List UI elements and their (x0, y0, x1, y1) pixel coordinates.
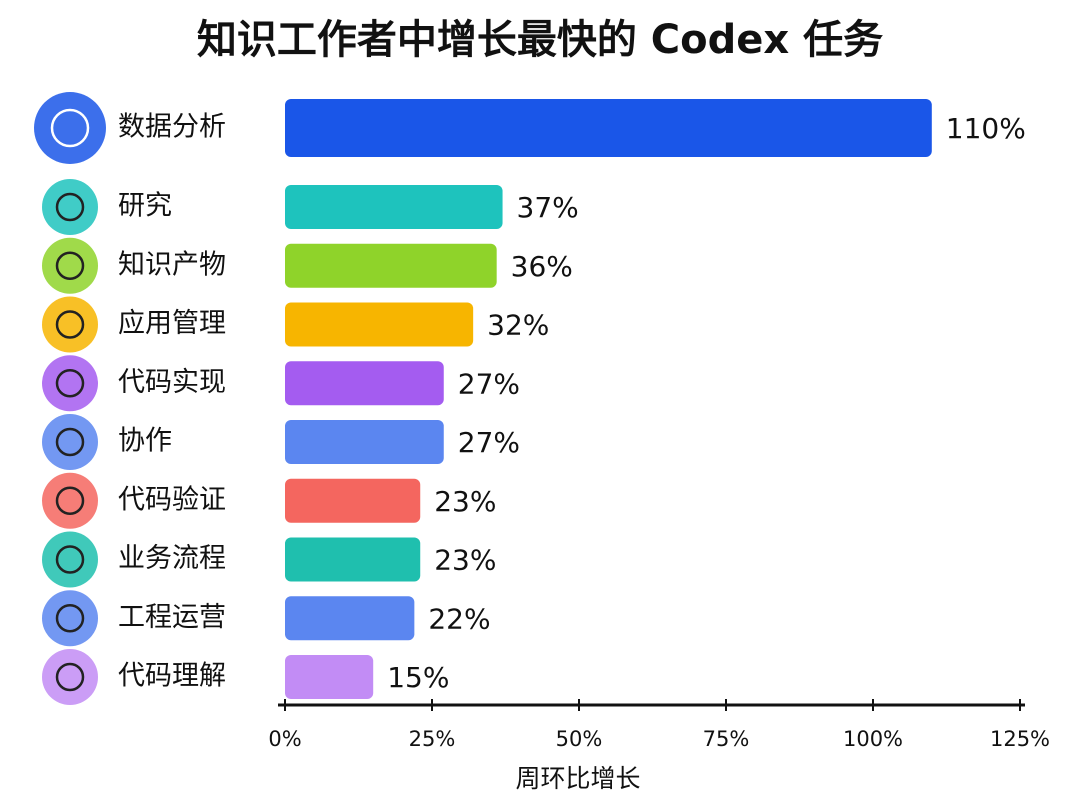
x-tick-label: 75% (703, 727, 750, 751)
value-label: 37% (517, 191, 579, 224)
category-label: 业务流程 (118, 543, 226, 574)
value-label: 36% (511, 250, 573, 283)
x-tick-label: 50% (556, 727, 603, 751)
value-label: 27% (458, 426, 520, 459)
value-label: 32% (487, 309, 549, 342)
value-label: 23% (434, 544, 496, 577)
value-label: 22% (428, 602, 490, 635)
value-label: 23% (434, 485, 496, 518)
category-icon (42, 531, 98, 588)
category-icon (42, 590, 98, 647)
x-tick-label: 125% (990, 727, 1050, 751)
value-label: 27% (458, 367, 520, 400)
category-icon-glyph (55, 192, 85, 222)
category-icon-glyph (55, 662, 85, 692)
bar (285, 302, 474, 347)
category-icon-glyph (50, 108, 90, 148)
x-tick-label: 0% (268, 727, 301, 751)
category-icon-glyph (55, 251, 85, 280)
category-label: 代码理解 (118, 661, 226, 692)
category-icon-glyph (55, 369, 85, 398)
bar (285, 537, 421, 582)
bar (285, 596, 415, 641)
category-icon (42, 649, 98, 705)
category-label: 代码实现 (118, 367, 226, 398)
category-label: 数据分析 (118, 112, 226, 143)
value-label: 15% (387, 661, 449, 694)
bar (285, 420, 444, 464)
bar (285, 361, 444, 406)
category-icon-glyph (55, 545, 85, 574)
category-label: 代码验证 (118, 484, 226, 515)
category-icon (42, 355, 98, 412)
category-label: 研究 (118, 191, 172, 222)
bar (285, 185, 503, 229)
category-icon (42, 237, 98, 294)
category-label: 协作 (118, 426, 172, 457)
x-tick-label: 100% (843, 727, 903, 751)
bar (285, 243, 497, 288)
bar (285, 99, 932, 157)
category-icon (34, 92, 106, 164)
x-axis-title: 周环比增长 (515, 764, 640, 793)
category-label: 工程运营 (118, 602, 226, 633)
category-icon-glyph (55, 310, 85, 339)
category-icon (42, 472, 98, 529)
category-icon-glyph (55, 604, 85, 633)
category-icon (42, 296, 98, 353)
category-label: 知识产物 (118, 249, 226, 280)
category-icon (42, 414, 98, 470)
x-tick-label: 25% (409, 727, 456, 751)
chart-title: 知识工作者中增长最快的 Codex 任务 (197, 17, 883, 63)
category-icon-glyph (55, 486, 85, 515)
bar (285, 478, 421, 523)
bar (285, 655, 374, 699)
category-icon (42, 179, 98, 235)
category-icon-glyph (55, 427, 85, 457)
value-label: 110% (946, 112, 1026, 145)
category-label: 应用管理 (118, 308, 226, 339)
